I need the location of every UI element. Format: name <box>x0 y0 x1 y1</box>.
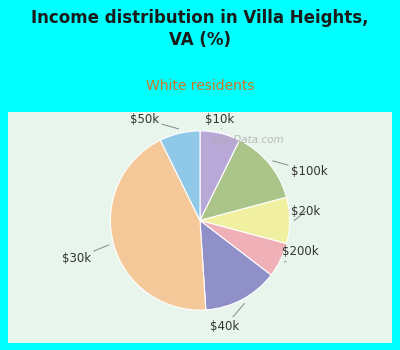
Text: $40k: $40k <box>210 303 244 333</box>
Wedge shape <box>200 220 271 310</box>
Text: $20k: $20k <box>291 205 320 220</box>
Text: city-Data.com: city-Data.com <box>211 135 284 145</box>
Wedge shape <box>160 131 200 220</box>
Wedge shape <box>200 197 290 244</box>
Text: $50k: $50k <box>130 113 179 129</box>
Text: $10k: $10k <box>205 113 234 129</box>
Wedge shape <box>200 140 286 220</box>
Text: $200k: $200k <box>282 245 319 262</box>
Text: Income distribution in Villa Heights,
VA (%): Income distribution in Villa Heights, VA… <box>31 9 369 49</box>
Wedge shape <box>110 140 206 310</box>
Text: $100k: $100k <box>273 161 328 178</box>
Text: White residents: White residents <box>146 79 254 93</box>
Wedge shape <box>200 131 240 220</box>
Wedge shape <box>200 220 286 275</box>
Text: $30k: $30k <box>62 245 109 265</box>
